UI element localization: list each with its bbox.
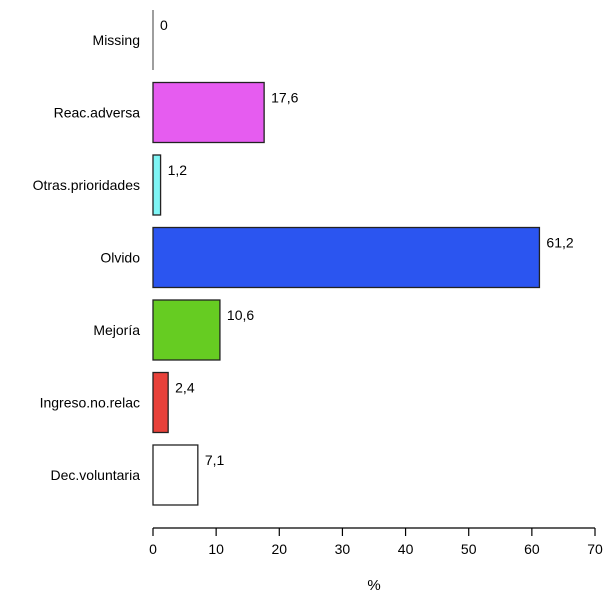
bar-dec-voluntaria [152, 444, 199, 506]
x-tick-label-60: 60 [524, 541, 540, 557]
bar-olvido [152, 226, 541, 289]
x-axis-title: % [367, 577, 380, 594]
value-label-reac-adversa: 17,6 [271, 90, 298, 106]
category-label-dec-voluntaria: Dec.voluntaria [51, 467, 141, 483]
category-label-olvido: Olvido [100, 250, 140, 266]
bars-group [152, 10, 541, 506]
value-labels-group: 0 17,6 1,2 61,2 10,6 2,4 7,1 [160, 17, 574, 468]
x-tick-label-30: 30 [335, 541, 351, 557]
value-label-ingreso-no-relac: 2,4 [175, 380, 195, 396]
value-label-otras-prioridades: 1,2 [168, 162, 188, 178]
value-label-dec-voluntaria: 7,1 [205, 452, 225, 468]
x-tick-label-20: 20 [271, 541, 287, 557]
category-labels-group: Missing Reac.adversa Otras.prioridades Olvi… [33, 32, 141, 483]
x-tick-label-50: 50 [461, 541, 477, 557]
bar-mejoria [152, 299, 221, 361]
value-label-olvido: 61,2 [546, 235, 573, 251]
category-label-otras-prioridades: Otras.prioridades [33, 177, 140, 193]
category-label-mejoria: Mejoría [93, 322, 140, 338]
category-label-missing: Missing [93, 32, 140, 48]
value-label-mejoria: 10,6 [227, 307, 254, 323]
bar-otras-prioridades [152, 154, 162, 216]
x-tick-label-10: 10 [208, 541, 224, 557]
bar-reac-adversa [152, 81, 265, 144]
category-label-reac-adversa: Reac.adversa [54, 105, 141, 121]
x-tick-label-0: 0 [149, 541, 157, 557]
x-axis: 0 10 20 30 40 50 60 70 [149, 527, 603, 557]
x-tick-label-70: 70 [587, 541, 603, 557]
bar-ingreso-no-relac [152, 371, 169, 434]
value-label-missing: 0 [160, 17, 168, 33]
category-label-ingreso-no-relac: Ingreso.no.relac [40, 395, 140, 411]
x-tick-label-40: 40 [398, 541, 414, 557]
